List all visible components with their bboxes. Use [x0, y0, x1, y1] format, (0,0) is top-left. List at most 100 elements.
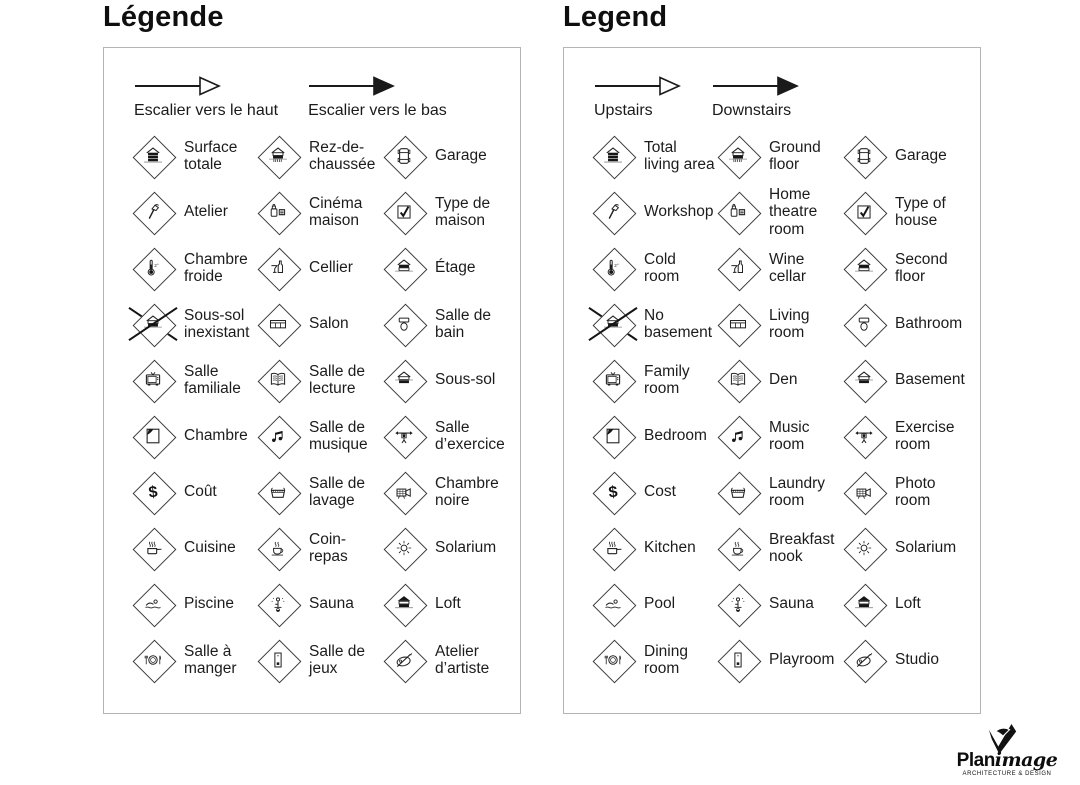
house-basement-level-icon [381, 357, 427, 403]
icon-glyph [267, 537, 289, 559]
legend-item-label: Exercise room [895, 418, 955, 453]
legend-item-label: Cellier [309, 259, 353, 277]
legend-item-label: Garage [895, 147, 947, 165]
legend-item: Bedroom [590, 408, 715, 464]
legend-item-label: Type de maison [435, 194, 491, 229]
stair-arrow-icon [595, 76, 681, 96]
legend-item: Music room [715, 408, 841, 464]
sauna-person-icon [715, 581, 761, 627]
stair-arrow-label: Upstairs [594, 102, 653, 119]
legend-item: Loft [381, 576, 506, 632]
icon-glyph [727, 145, 749, 167]
tv-icon [130, 357, 176, 403]
legend-item-label: Basement [895, 371, 965, 389]
planimage-logo-mark [988, 723, 1017, 755]
legend-item-label: Chambre noire [435, 474, 499, 509]
icon-glyph [393, 201, 415, 223]
legend-grid: Surface totale Rez-de-chaussée Garage At… [130, 128, 506, 688]
legend-item: Salle de musique [255, 408, 381, 464]
icon-glyph [393, 145, 415, 167]
icon-glyph [727, 537, 749, 559]
legend-item-label: Den [769, 371, 798, 389]
legend-item: Coin-repas [255, 520, 381, 576]
house-ground-level-icon [715, 133, 761, 179]
legend-item-label: Cold room [644, 250, 680, 285]
legend-item-label: Sous-sol [435, 371, 496, 389]
weight-lifter-icon [381, 413, 427, 459]
planimage-logo: Planimage ARCHITECTURE & DESIGN [948, 723, 1066, 777]
legend-item: Salle familiale [130, 352, 255, 408]
legend-item-label: Dining room [644, 642, 688, 677]
icon-glyph [602, 537, 624, 559]
legend-item: Chambre [130, 408, 255, 464]
icon-glyph [853, 537, 875, 559]
icon-glyph [393, 649, 415, 671]
icon-glyph [602, 201, 624, 223]
brand-bold-text: Plan [956, 750, 996, 771]
dollar-sign-icon [590, 469, 636, 515]
legend-title-en: Legend [563, 1, 668, 33]
legend-item-label: Salon [309, 315, 349, 333]
open-book-icon [715, 357, 761, 403]
legend-item-label: Salle de musique [309, 418, 368, 453]
legend-item-label: Ground floor [769, 138, 821, 173]
movie-camera-icon [841, 469, 887, 515]
icon-glyph [602, 145, 624, 167]
legend-item: Surface totale [130, 128, 255, 184]
plate-cutlery-icon [590, 637, 636, 683]
film-projector-icon [255, 189, 301, 235]
thermometer-icon [130, 245, 176, 291]
icon-glyph [267, 145, 289, 167]
house-second-level-icon [381, 245, 427, 291]
stair-arrow-filled: Downstairs [712, 74, 800, 120]
sun-icon [841, 525, 887, 571]
legend-item: Pool [590, 576, 715, 632]
legend-item: Cost [590, 464, 715, 520]
legend-item: Coût [130, 464, 255, 520]
legend-panel: Legend Upstairs Downstairs Total living … [563, 0, 983, 720]
legend-item: Total living area [590, 128, 715, 184]
legend-item: Sous-sol inexistant [130, 296, 255, 352]
house-all-levels-icon [590, 133, 636, 179]
legend-item-label: Sauna [769, 595, 814, 613]
icon-glyph [267, 481, 289, 503]
icon-glyph [267, 425, 289, 447]
legend-item-label: Chambre [184, 427, 248, 445]
legend-item-label: Coin-repas [309, 530, 348, 565]
icon-glyph [853, 145, 875, 167]
legend-item-label: Atelier [184, 203, 228, 221]
sofa-icon [715, 301, 761, 347]
legend-item: Basement [841, 352, 966, 408]
icon-glyph [142, 537, 164, 559]
swimmer-icon [590, 581, 636, 627]
legend-item-label: Salle familiale [184, 362, 241, 397]
legend-item-label: Étage [435, 259, 476, 277]
house-ground-level-icon [255, 133, 301, 179]
legend-title-fr: Légende [103, 1, 224, 33]
legend-item: Type of house [841, 184, 966, 240]
legend-item: No basement [590, 296, 715, 352]
icon-glyph [267, 257, 289, 279]
hammer-icon [590, 189, 636, 235]
icon-glyph [267, 201, 289, 223]
bed-icon [130, 413, 176, 459]
legend-item-label: Salle de lavage [309, 474, 366, 509]
icon-glyph [853, 649, 875, 671]
legend-item-label: Bathroom [895, 315, 963, 333]
sun-icon [381, 525, 427, 571]
open-book-icon [255, 357, 301, 403]
legend-item-label: Salle de lecture [309, 362, 366, 397]
icon-glyph [267, 649, 289, 671]
swimmer-icon [130, 581, 176, 627]
movie-camera-icon [381, 469, 427, 515]
legend-item: Salle d’exercice [381, 408, 506, 464]
stair-arrow-outline: Upstairs [594, 74, 682, 120]
plate-cutlery-icon [130, 637, 176, 683]
icon-glyph [727, 481, 749, 503]
legend-panel-box: Escalier vers le haut Escalier vers le b… [103, 47, 521, 714]
legend-item: Workshop [590, 184, 715, 240]
legend-item-label: Salle de jeux [309, 642, 366, 677]
stair-arrow-icon [713, 76, 799, 96]
legend-item: Breakfast nook [715, 520, 841, 576]
